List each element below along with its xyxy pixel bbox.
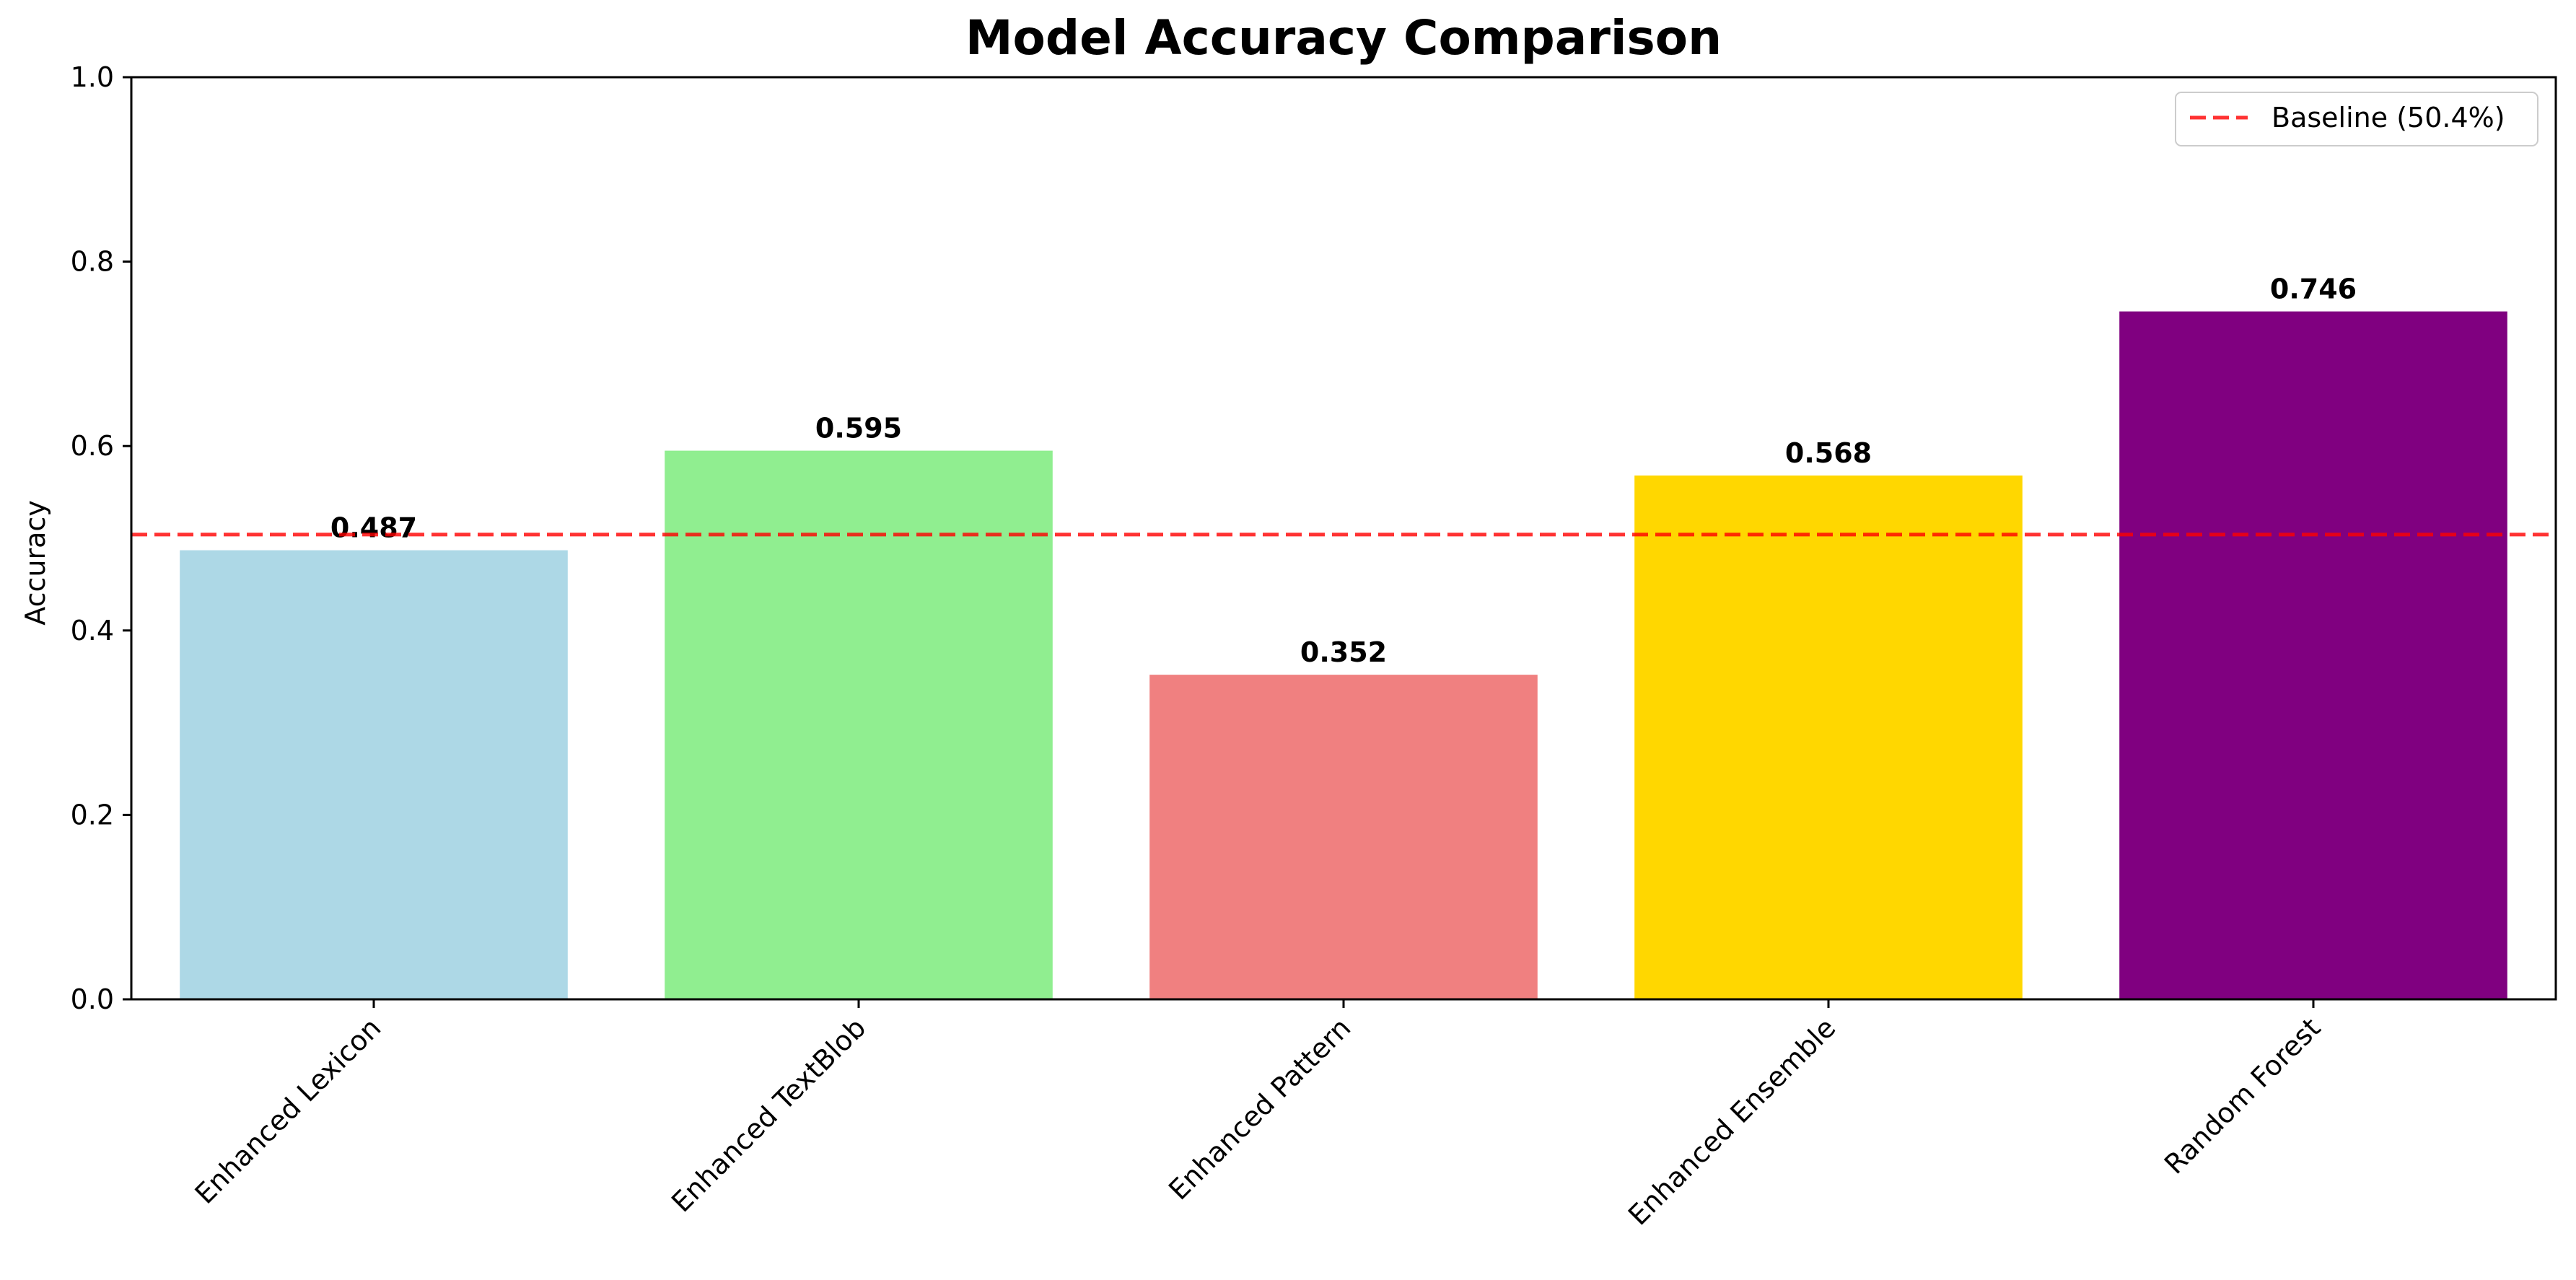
y-tick-label: 0.0: [71, 983, 114, 1015]
y-tick-label: 0.2: [71, 799, 114, 830]
y-axis-label: Accuracy: [19, 500, 51, 626]
bar-value-label: 0.352: [1300, 636, 1387, 668]
bar: [180, 550, 568, 999]
y-tick-label: 0.4: [71, 615, 114, 646]
bar-value-label: 0.487: [330, 512, 417, 544]
bar-value-label: 0.746: [2270, 273, 2357, 305]
bar: [1149, 675, 1538, 999]
bar: [665, 450, 1053, 999]
data-labels-group: 0.487 0.595 0.352 0.568 0.746: [330, 273, 2357, 669]
legend-box: [2175, 92, 2538, 146]
bars-group: [180, 311, 2507, 999]
legend: Baseline (50.4%): [2175, 92, 2538, 146]
bar-value-label: 0.595: [815, 413, 902, 444]
y-axis-ticks: 0.0 0.2 0.4 0.6 0.8 1.0: [71, 61, 131, 1015]
legend-baseline-label: Baseline (50.4%): [2271, 102, 2505, 133]
y-tick-label: 1.0: [71, 61, 114, 93]
bar-value-label: 0.568: [1785, 437, 1872, 469]
bar: [2119, 311, 2507, 999]
plot-area-frame: [130, 76, 2557, 1001]
bar: [1634, 475, 2023, 999]
chart-title: Model Accuracy Comparison: [965, 10, 1722, 66]
y-tick-label: 0.8: [71, 246, 114, 278]
y-tick-label: 0.6: [71, 430, 114, 462]
